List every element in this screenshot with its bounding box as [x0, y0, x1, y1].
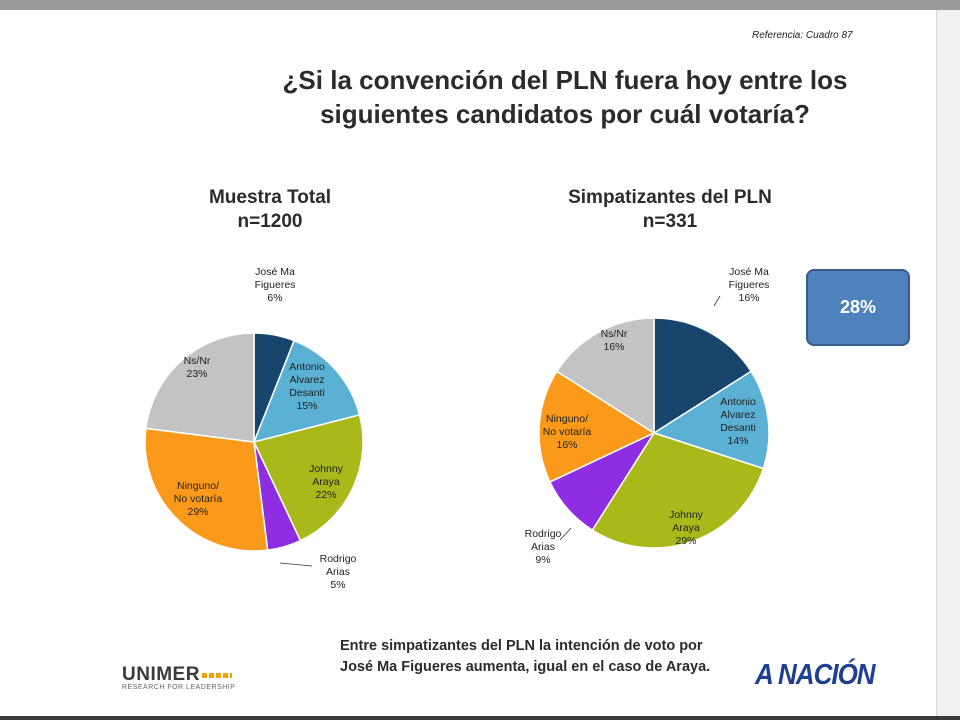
slide: [0, 10, 937, 716]
unimer-dots-icon: [201, 673, 232, 679]
title-line-2: siguientes candidatos por cuál votaría?: [320, 99, 810, 129]
chart-2-title: Simpatizantes del PLN: [568, 187, 772, 208]
chart-1-label-3: Johnny Araya 22%: [309, 463, 344, 501]
la-nacion-logo: A NACIÓN: [755, 657, 876, 691]
chart-1-slice-6: [145, 332, 255, 443]
chart-2-slice-2: [652, 370, 770, 470]
scroll-area: [937, 10, 960, 716]
chart-1-label-2: Antonio Alvarez Desanti 15%: [289, 361, 325, 412]
callout-box[interactable]: 28%: [806, 269, 910, 346]
reference-label: Referencia: Cuadro 87: [752, 30, 853, 41]
chart-1-slice-2: [252, 339, 361, 444]
chart-2-label-1: José Ma Figueres 16%: [729, 266, 770, 304]
chart-1-leader-line-4: [279, 562, 313, 567]
chart-1-slice-3: [252, 413, 364, 542]
footnote: Entre simpatizantes del PLN la intención…: [340, 636, 710, 678]
chart-2-subtitle: n=331: [642, 211, 698, 232]
chart-2-label-4: Rodrigo Arias 9%: [525, 528, 562, 566]
chart-1-label-6: Ns/Nr 23%: [184, 355, 211, 380]
chart-1-title: Muestra Total: [208, 187, 332, 208]
chart-1-label-1: José Ma Figueres 6%: [255, 266, 296, 304]
unimer-wordmark: UNIMER: [122, 664, 200, 685]
bottom-border: [0, 716, 960, 720]
footnote-line-1: Entre simpatizantes del PLN la intención…: [340, 638, 703, 654]
unimer-tagline: RESEARCH FOR LEADERSHIP: [122, 684, 236, 691]
chart-2-slice-5: [538, 370, 656, 483]
chart-2-slice-3: [591, 432, 765, 549]
chart-2-label-5: Ninguno/No votaría 16%: [543, 413, 592, 451]
title-line-1: ¿Si la convención del PLN fuera hoy entr…: [282, 65, 848, 95]
chart-2-slice-1: [653, 317, 753, 435]
chart-2-leader-line-1: [713, 295, 721, 307]
footnote-line-2: José Ma Figueres aumenta, igual en el ca…: [340, 659, 711, 675]
chart-2-slice-6: [555, 317, 655, 435]
top-border: [0, 0, 960, 10]
chart-1-heading: Muestra Total n=1200: [170, 186, 370, 234]
chart-1-slice-5: [144, 427, 269, 552]
chart-1-label-5: Ninguno/No votaría 29%: [174, 480, 223, 518]
chart-2-label-6: Ns/Nr 16%: [601, 328, 628, 353]
chart-1-subtitle: n=1200: [237, 211, 303, 232]
slide-title: ¿Si la convención del PLN fuera hoy entr…: [255, 63, 875, 131]
unimer-logo: UNIMER RESEARCH FOR LEADERSHIP: [122, 664, 235, 691]
chart-2-label-3: Johnny Araya 29%: [669, 509, 704, 547]
chart-2-leader-line-4: [559, 527, 572, 541]
chart-2-heading: Simpatizantes del PLN n=331: [540, 186, 800, 234]
chart-2-label-2: Antonio Alvarez Desanti 14%: [720, 396, 756, 447]
chart-1-label-4: Rodrigo Arias 5%: [320, 553, 357, 591]
